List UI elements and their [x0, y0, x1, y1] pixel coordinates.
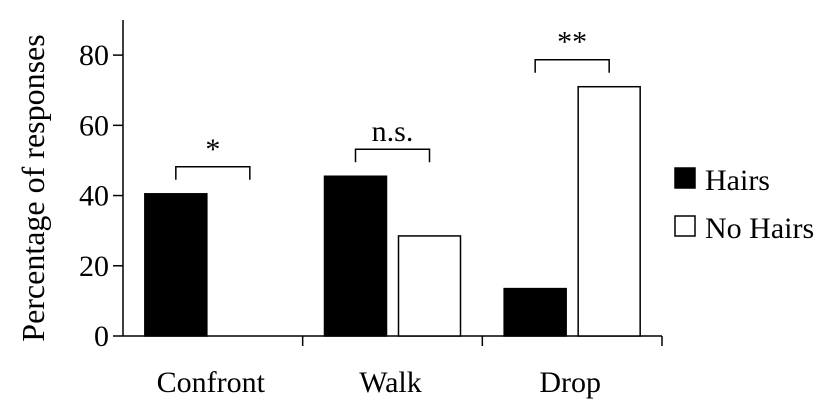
y-ticks: 0 20 40 60 80 [79, 39, 123, 353]
x-tick-label: Confront [157, 366, 266, 399]
significance-bracket [354, 148, 431, 163]
y-axis-label-group: Percentage of responses [15, 34, 51, 341]
significance-annotations: * n.s. ** [175, 26, 610, 180]
y-tick-label: 80 [79, 39, 109, 72]
bar-hairs-walk [323, 175, 388, 337]
significance-label: n.s. [372, 115, 414, 148]
y-tick-label: 60 [79, 109, 109, 142]
bar-hairs-drop [503, 287, 567, 337]
significance-label: * [205, 133, 220, 166]
y-tick-label: 40 [79, 180, 109, 213]
y-tick-label: 0 [94, 320, 109, 353]
x-ticks: Confront Walk Drop [157, 336, 663, 399]
significance-bracket [534, 58, 610, 73]
x-tick-label: Drop [539, 366, 601, 399]
bar-no-hairs-drop [577, 85, 641, 337]
bar-no-hairs-walk [397, 235, 462, 337]
legend-swatch-hairs [674, 167, 696, 189]
y-tick-label: 20 [79, 250, 109, 283]
legend-label-no-hairs: No Hairs [705, 212, 814, 245]
axes [122, 20, 662, 337]
bar-hairs-confront [144, 193, 208, 337]
significance-bracket [175, 166, 251, 180]
legend: Hairs No Hairs [674, 164, 814, 245]
x-tick-label: Walk [359, 366, 422, 399]
significance-label: ** [557, 26, 587, 59]
legend-label-hairs: Hairs [705, 164, 770, 197]
bars [144, 85, 641, 337]
y-axis-label: Percentage of responses [15, 34, 51, 341]
legend-swatch-no-hairs [674, 215, 696, 237]
